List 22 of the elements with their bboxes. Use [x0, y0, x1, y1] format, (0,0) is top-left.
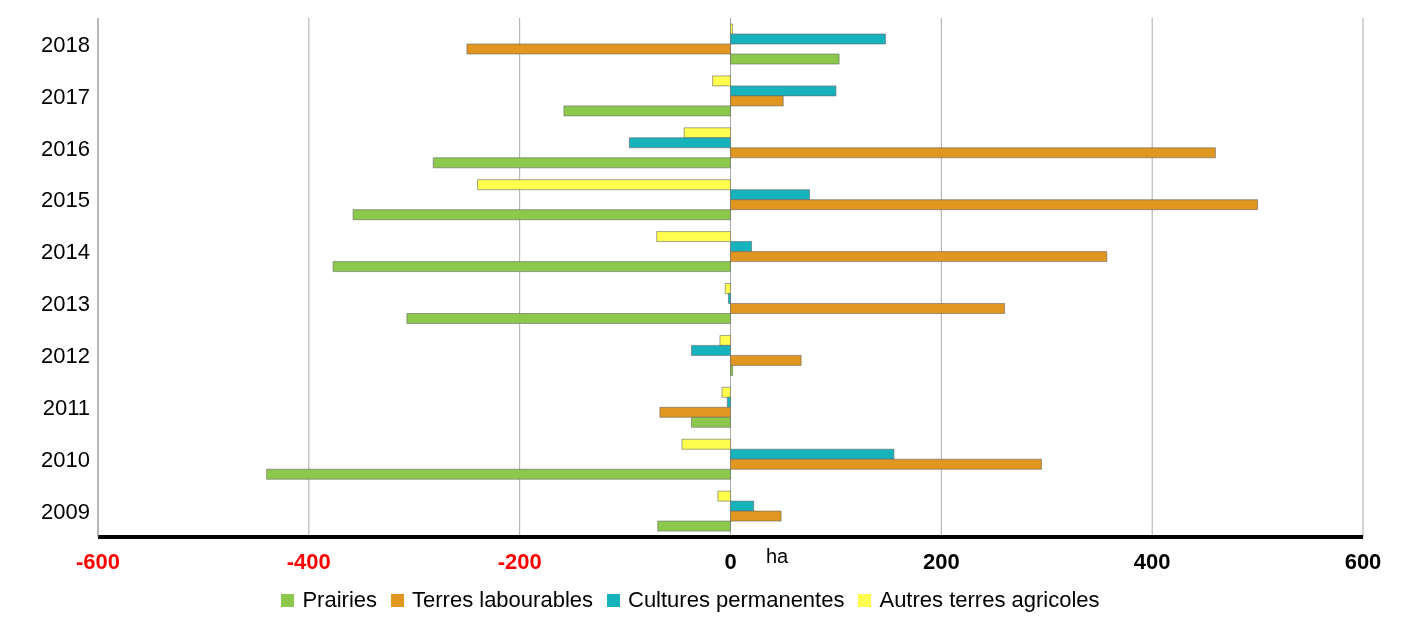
y-tick-label: 2014: [41, 239, 90, 265]
y-tick-label: 2016: [41, 135, 90, 161]
y-tick-label: 2011: [42, 395, 90, 421]
x-tick-label: -200: [497, 549, 542, 574]
x-tick-label: -400: [286, 549, 331, 574]
x-tick-label: 0: [724, 549, 737, 574]
y-tick-label: 2013: [41, 291, 90, 317]
y-tick-label: 2010: [41, 446, 90, 472]
legend-label: Autres terres agricoles: [878, 587, 1100, 613]
y-tick-label: 2017: [41, 83, 90, 109]
x-tick-label: 200: [922, 549, 960, 574]
x-axis-title: ha: [766, 545, 790, 568]
y-tick-label: 2009: [41, 498, 90, 524]
y-tick-label: 2018: [41, 31, 90, 57]
y-tick-label: 2015: [41, 187, 90, 213]
y-tick-label: 2012: [41, 343, 90, 369]
x-tick-label: -600: [75, 549, 121, 574]
legend-label: Prairies: [301, 587, 378, 613]
x-tick-label: 400: [1133, 549, 1171, 574]
legend-label: Cultures permanentes: [627, 587, 845, 613]
legend-label: Terres labourables: [411, 587, 593, 613]
x-tick-label: 600: [1344, 549, 1382, 574]
